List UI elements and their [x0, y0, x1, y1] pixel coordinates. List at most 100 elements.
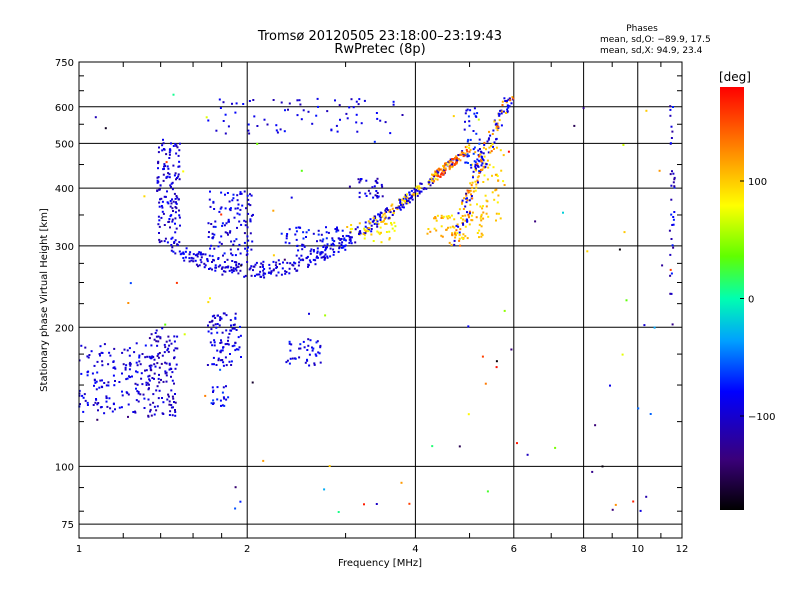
- data-point: [148, 378, 151, 381]
- data-point: [175, 202, 178, 205]
- data-point: [182, 257, 185, 259]
- x-tick-label: 12: [676, 544, 689, 555]
- data-point: [643, 324, 646, 327]
- data-point: [233, 240, 236, 243]
- data-point: [219, 207, 222, 210]
- y-tick-label: 75: [61, 520, 74, 531]
- grid-lines: [79, 62, 682, 538]
- data-point: [487, 151, 490, 154]
- data-point: [463, 197, 466, 200]
- data-point: [246, 235, 249, 238]
- data-point: [93, 378, 96, 381]
- data-point: [214, 323, 217, 326]
- data-point: [138, 360, 141, 363]
- data-point: [197, 265, 199, 268]
- phases-x-stats: mean, sd,X: 94.9, 23.4: [600, 46, 703, 56]
- data-point: [149, 366, 152, 369]
- data-point: [168, 363, 171, 366]
- data-point: [309, 252, 312, 255]
- data-point: [451, 233, 454, 236]
- data-point: [210, 402, 213, 405]
- data-point: [158, 205, 161, 208]
- data-point: [209, 205, 212, 208]
- data-point: [412, 192, 415, 195]
- data-point: [288, 362, 291, 365]
- data-point: [467, 138, 470, 141]
- data-point: [298, 356, 301, 359]
- data-point: [169, 367, 172, 370]
- data-point: [309, 339, 312, 342]
- data-point: [384, 215, 387, 218]
- data-point: [178, 178, 181, 181]
- data-point: [391, 214, 394, 216]
- data-point: [364, 232, 367, 235]
- data-point: [339, 118, 341, 121]
- data-point: [400, 203, 402, 206]
- data-point: [456, 232, 459, 235]
- data-point: [436, 214, 439, 217]
- data-point: [309, 250, 312, 253]
- data-point: [157, 223, 160, 226]
- data-point: [390, 204, 393, 207]
- data-point: [482, 205, 484, 208]
- data-point: [125, 378, 128, 381]
- data-point: [669, 253, 672, 256]
- data-point: [108, 397, 111, 400]
- data-point: [316, 340, 319, 343]
- data-point: [436, 173, 439, 176]
- data-point: [323, 244, 326, 247]
- data-point: [469, 182, 472, 185]
- data-point: [423, 187, 426, 190]
- data-point: [93, 364, 96, 367]
- x-tick-label: 6: [511, 544, 517, 555]
- data-point: [495, 122, 498, 125]
- data-point: [162, 413, 165, 415]
- data-point: [224, 207, 227, 210]
- data-point: [226, 192, 229, 194]
- data-point: [165, 380, 168, 383]
- data-point: [402, 199, 405, 202]
- data-point: [349, 228, 352, 231]
- data-point: [594, 424, 597, 427]
- data-point: [238, 213, 241, 216]
- data-point: [156, 344, 159, 347]
- data-point: [376, 196, 379, 199]
- data-point: [231, 345, 234, 348]
- data-point: [474, 165, 477, 168]
- data-point: [373, 215, 376, 218]
- data-point: [87, 356, 90, 359]
- data-point: [160, 205, 163, 207]
- data-point: [155, 409, 158, 412]
- data-point: [227, 343, 230, 346]
- data-point: [372, 219, 375, 222]
- data-point: [324, 253, 327, 256]
- data-point: [478, 236, 480, 239]
- data-point: [168, 400, 171, 403]
- data-point: [158, 366, 161, 369]
- data-point: [374, 194, 377, 197]
- data-point: [464, 219, 467, 222]
- data-point: [306, 359, 309, 362]
- data-point: [166, 165, 169, 168]
- data-point: [460, 153, 463, 156]
- data-point: [462, 222, 464, 225]
- data-point: [504, 100, 507, 102]
- data-point: [272, 99, 275, 101]
- data-point: [497, 126, 500, 129]
- data-point: [466, 218, 468, 221]
- data-point: [169, 226, 171, 229]
- data-point: [175, 195, 178, 197]
- data-point: [505, 112, 507, 114]
- data-point: [373, 185, 376, 188]
- data-point: [223, 397, 226, 400]
- data-point: [350, 98, 353, 101]
- data-point: [157, 356, 160, 359]
- data-point: [252, 213, 254, 216]
- data-point: [312, 249, 315, 251]
- data-point: [465, 145, 468, 148]
- data-point: [419, 182, 422, 185]
- data-point: [238, 346, 241, 349]
- data-point: [295, 238, 298, 241]
- data-point: [649, 413, 652, 415]
